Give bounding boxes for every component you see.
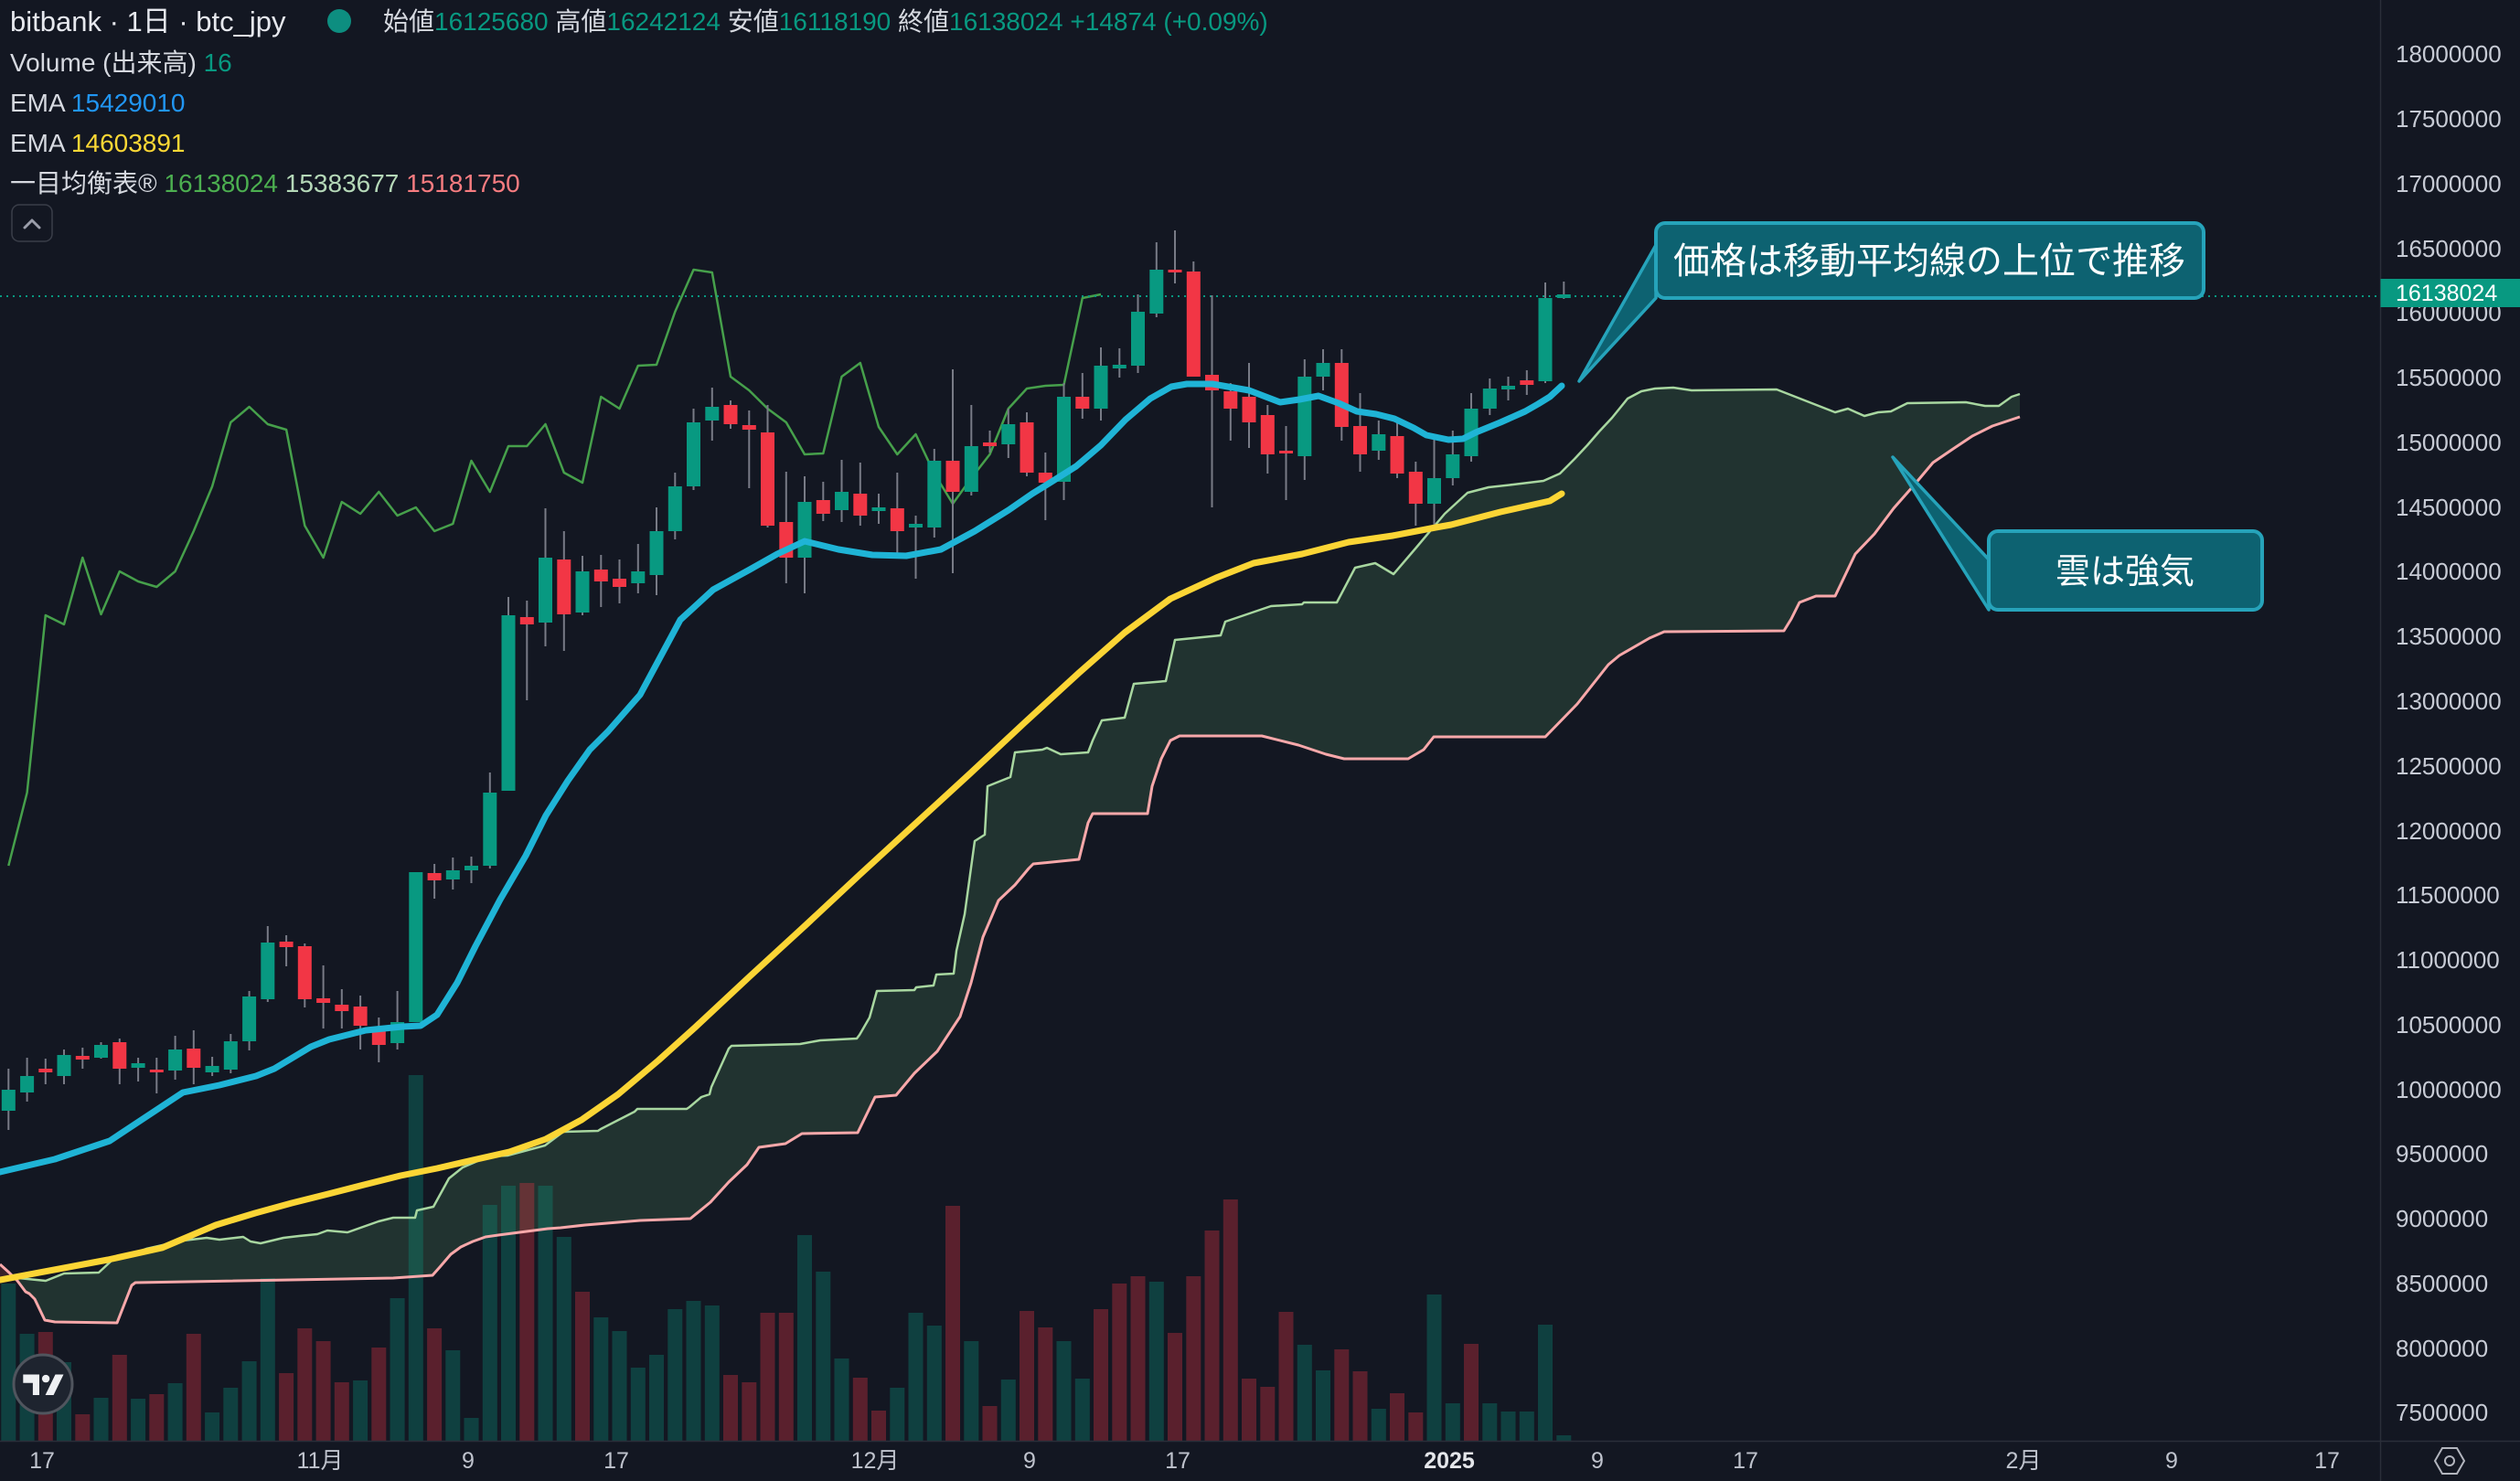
svg-text:9: 9 [1591, 1448, 1604, 1474]
svg-text:bitbank · 1日 · btc_jpy: bitbank · 1日 · btc_jpy [10, 5, 286, 37]
svg-text:17: 17 [2314, 1448, 2340, 1474]
svg-text:17: 17 [29, 1448, 55, 1474]
svg-text:EMA 14603891: EMA 14603891 [10, 129, 186, 157]
svg-text:9: 9 [1023, 1448, 1036, 1474]
svg-text:17: 17 [1165, 1448, 1191, 1474]
svg-text:12月: 12月 [851, 1448, 900, 1474]
svg-text:8500000: 8500000 [2396, 1270, 2488, 1297]
svg-text:EMA 15429010: EMA 15429010 [10, 89, 186, 117]
svg-text:10500000: 10500000 [2396, 1011, 2502, 1039]
svg-text:9: 9 [2165, 1448, 2178, 1474]
svg-text:2025: 2025 [1424, 1448, 1475, 1474]
svg-text:2月: 2月 [2006, 1448, 2042, 1474]
svg-text:9500000: 9500000 [2396, 1140, 2488, 1167]
svg-text:11500000: 11500000 [2396, 881, 2500, 909]
svg-text:12000000: 12000000 [2396, 817, 2502, 845]
svg-text:18000000: 18000000 [2396, 40, 2502, 68]
svg-text:15500000: 15500000 [2396, 364, 2502, 391]
svg-text:価格は移動平均線の上位で推移: 価格は移動平均線の上位で推移 [1673, 241, 2185, 282]
svg-text:雲は強気: 雲は強気 [2056, 553, 2194, 591]
svg-text:9000000: 9000000 [2396, 1205, 2488, 1232]
svg-text:15000000: 15000000 [2396, 429, 2502, 456]
svg-text:14000000: 14000000 [2396, 558, 2502, 585]
svg-text:17000000: 17000000 [2396, 170, 2502, 197]
svg-text:13500000: 13500000 [2396, 623, 2502, 650]
svg-text:13000000: 13000000 [2396, 687, 2502, 715]
svg-text:Volume (出来高) 16: Volume (出来高) 16 [10, 48, 232, 77]
svg-text:始値16125680 高値16242124 安値161181: 始値16125680 高値16242124 安値16118190 終値16138… [383, 7, 1268, 36]
svg-text:17: 17 [1733, 1448, 1758, 1474]
svg-text:17: 17 [603, 1448, 629, 1474]
svg-text:16500000: 16500000 [2396, 235, 2502, 262]
svg-text:12500000: 12500000 [2396, 752, 2502, 780]
svg-text:11月: 11月 [297, 1448, 344, 1474]
svg-text:14500000: 14500000 [2396, 494, 2502, 521]
svg-text:9: 9 [462, 1448, 475, 1474]
svg-text:17500000: 17500000 [2396, 105, 2502, 133]
svg-text:10000000: 10000000 [2396, 1076, 2502, 1103]
svg-text:8000000: 8000000 [2396, 1335, 2488, 1362]
svg-text:16138024: 16138024 [2396, 281, 2497, 306]
svg-text:7500000: 7500000 [2396, 1399, 2488, 1426]
svg-text:一目均衡表® 16138024 15383677 1518: 一目均衡表® 16138024 15383677 15181750 [10, 169, 520, 197]
svg-text:11000000: 11000000 [2396, 946, 2500, 974]
